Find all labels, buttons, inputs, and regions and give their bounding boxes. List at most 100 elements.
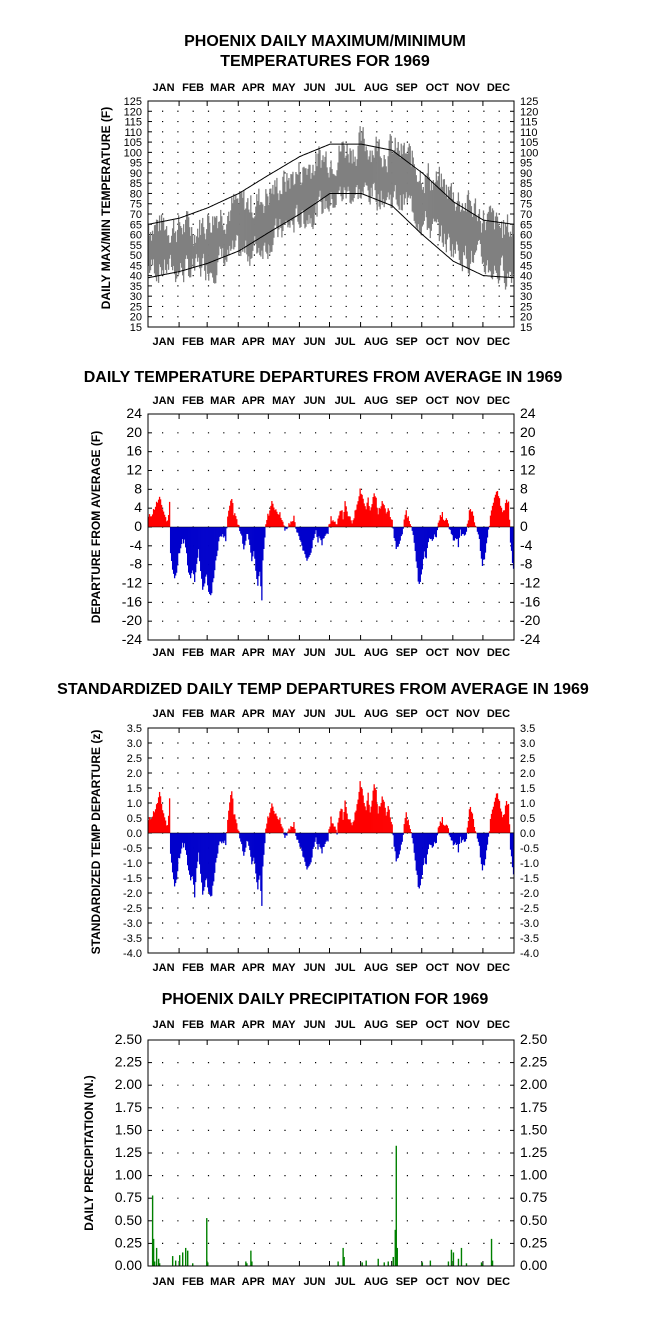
daily-range-bar bbox=[209, 222, 211, 274]
negative-departure-bar bbox=[476, 833, 479, 839]
daily-range-bar bbox=[417, 182, 419, 225]
daily-range-bar bbox=[488, 206, 491, 271]
positive-departure-bar bbox=[268, 817, 270, 833]
month-label-top: APR bbox=[242, 82, 265, 94]
positive-departure-bar bbox=[504, 805, 507, 833]
negative-departure-bar bbox=[448, 833, 451, 836]
y-tick-label-left: 30 bbox=[130, 291, 142, 303]
daily-range-bar bbox=[506, 214, 509, 274]
negative-departure-bar bbox=[479, 527, 482, 551]
negative-departure-bar bbox=[251, 527, 253, 562]
daily-range-bar bbox=[466, 194, 469, 268]
daily-range-bar bbox=[255, 206, 257, 245]
negative-departure-bar bbox=[306, 833, 308, 870]
daily-range-bar bbox=[474, 198, 477, 253]
negative-departure-bar bbox=[223, 833, 225, 844]
daily-range-bar bbox=[356, 159, 358, 186]
negative-departure-bar bbox=[253, 527, 255, 552]
daily-range-bar bbox=[361, 131, 363, 192]
daily-range-bar bbox=[169, 242, 172, 255]
daily-range-bar bbox=[226, 224, 228, 262]
negative-departure-bar bbox=[182, 833, 185, 848]
negative-departure-bar bbox=[319, 527, 321, 539]
positive-departure-bar bbox=[371, 504, 373, 527]
negative-departure-bar bbox=[311, 833, 313, 858]
daily-range-bar bbox=[314, 171, 316, 214]
positive-departure-bar bbox=[495, 491, 498, 527]
precip-bar bbox=[460, 1247, 463, 1266]
negative-departure-bar bbox=[295, 527, 297, 529]
negative-departure-bar bbox=[206, 833, 208, 879]
positive-departure-bar bbox=[287, 831, 289, 833]
negative-departure-bar bbox=[450, 527, 453, 534]
daily-range-bar bbox=[492, 210, 495, 275]
month-label-bottom: JUL bbox=[335, 1276, 356, 1288]
daily-range-bar bbox=[282, 176, 284, 231]
precip-bar bbox=[152, 1238, 155, 1266]
daily-range-bar bbox=[433, 185, 435, 222]
negative-departure-bar bbox=[254, 527, 256, 559]
negative-departure-bar bbox=[196, 527, 198, 564]
positive-departure-bar bbox=[162, 813, 165, 833]
daily-range-bar bbox=[389, 134, 391, 195]
daily-range-bar bbox=[323, 161, 325, 198]
daily-range-bar bbox=[164, 229, 167, 270]
negative-departure-bar bbox=[395, 833, 397, 862]
positive-departure-bar bbox=[330, 516, 332, 527]
positive-departure-bar bbox=[508, 519, 511, 527]
positive-departure-bar bbox=[288, 523, 290, 527]
daily-range-bar bbox=[277, 193, 279, 238]
month-label-bottom: MAY bbox=[272, 962, 296, 974]
daily-range-bar bbox=[219, 221, 221, 247]
negative-departure-bar bbox=[215, 527, 217, 561]
negative-departure-bar bbox=[188, 527, 190, 573]
daily-range-bar bbox=[496, 216, 499, 279]
positive-departure-bar bbox=[438, 825, 440, 833]
daily-range-bar bbox=[472, 213, 475, 263]
negative-departure-bar bbox=[217, 527, 219, 551]
negative-departure-bar bbox=[312, 527, 314, 541]
y-tick-label-right: 0.50 bbox=[520, 1212, 547, 1228]
negative-departure-bar bbox=[457, 833, 460, 853]
month-label-bottom: DEC bbox=[487, 962, 510, 974]
positive-departure-bar bbox=[365, 509, 367, 527]
daily-range-bar bbox=[284, 181, 286, 225]
negative-departure-bar bbox=[220, 833, 222, 842]
daily-range-bar bbox=[404, 153, 406, 199]
daily-range-bar bbox=[227, 215, 229, 250]
daily-range-bar bbox=[337, 162, 339, 195]
positive-departure-bar bbox=[498, 800, 501, 833]
month-label-bottom: MAR bbox=[210, 962, 235, 974]
daily-range-bar bbox=[419, 170, 421, 234]
negative-departure-bar bbox=[398, 527, 400, 544]
positive-departure-bar bbox=[469, 806, 472, 833]
y-tick-label-right: 1.00 bbox=[520, 1167, 547, 1183]
negative-departure-bar bbox=[315, 833, 317, 838]
daily-range-bar bbox=[374, 147, 376, 191]
precip-bar bbox=[192, 1263, 194, 1266]
negative-departure-bar bbox=[192, 527, 194, 571]
negative-departure-bar bbox=[486, 833, 489, 845]
positive-departure-bar bbox=[155, 804, 158, 833]
positive-departure-bar bbox=[159, 499, 162, 527]
positive-departure-bar bbox=[276, 511, 278, 527]
positive-departure-bar bbox=[154, 506, 157, 527]
daily-range-bar bbox=[382, 166, 384, 200]
negative-departure-bar bbox=[260, 833, 262, 891]
negative-departure-bar bbox=[424, 833, 426, 864]
chart2-plot-frame bbox=[147, 413, 515, 641]
month-label-top: JAN bbox=[153, 1019, 175, 1031]
negative-departure-bar bbox=[487, 527, 490, 530]
y-tick-label-right: 0.0 bbox=[520, 828, 535, 840]
month-label-bottom: MAY bbox=[272, 1276, 296, 1288]
positive-departure-bar bbox=[280, 824, 282, 833]
positive-departure-bar bbox=[231, 498, 233, 527]
daily-range-bar bbox=[287, 180, 289, 228]
negative-departure-bar bbox=[429, 833, 431, 845]
negative-departure-bar bbox=[194, 833, 196, 898]
daily-range-bar bbox=[364, 151, 366, 183]
positive-departure-bar bbox=[337, 822, 339, 833]
negative-departure-bar bbox=[400, 833, 402, 845]
daily-range-bar bbox=[243, 190, 245, 247]
y-tick-label-right: 1.50 bbox=[520, 1121, 547, 1137]
